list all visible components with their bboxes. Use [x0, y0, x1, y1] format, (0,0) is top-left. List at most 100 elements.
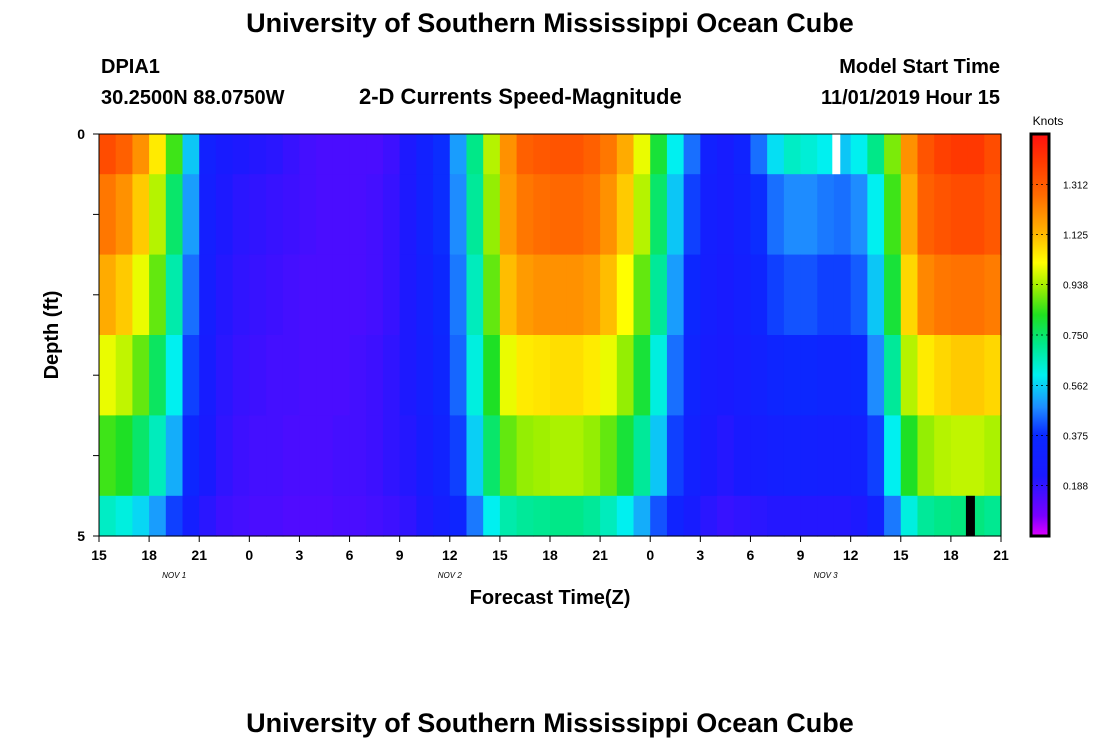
heatmap-cell — [182, 254, 200, 336]
heatmap-cell — [850, 134, 868, 175]
heatmap-cell — [666, 254, 685, 336]
model-start-label: Model Start Time — [839, 56, 1000, 78]
heatmap-cell — [299, 495, 317, 537]
heatmap-cell — [600, 254, 618, 336]
heatmap-cell — [817, 495, 835, 537]
heatmap-cell — [349, 254, 367, 336]
heatmap-cell — [332, 134, 351, 175]
heatmap-cell — [767, 254, 785, 336]
heatmap-cell — [282, 134, 301, 175]
colorbar-tick-label: 0.562 — [1063, 381, 1088, 392]
heatmap-cell — [282, 174, 301, 256]
heatmap-cell — [249, 134, 267, 175]
heatmap-cell — [700, 495, 718, 537]
heatmap-cell — [516, 495, 534, 537]
heatmap-cell — [750, 335, 768, 416]
heatmap-cells — [99, 134, 1002, 537]
heatmap-cell — [115, 335, 133, 416]
heatmap-cell — [717, 174, 735, 256]
x-tick-label: 6 — [747, 547, 755, 563]
heatmap-cell — [249, 415, 267, 497]
heatmap-cell — [499, 174, 518, 256]
heatmap-cell — [99, 335, 117, 416]
heatmap-cell — [833, 174, 852, 256]
heatmap-cell — [366, 495, 384, 537]
x-tick-label: 6 — [346, 547, 354, 563]
heatmap-cell — [399, 335, 417, 416]
heatmap-cell — [132, 174, 150, 256]
heatmap-cell — [199, 254, 217, 336]
heatmap-cell — [884, 134, 902, 175]
heatmap-cell — [382, 335, 401, 416]
heatmap-cell — [850, 254, 868, 336]
heatmap-cell — [934, 495, 952, 537]
x-tick-label: 18 — [542, 547, 558, 563]
heatmap-cell — [449, 335, 468, 416]
heatmap-cell — [717, 335, 735, 416]
heatmap-cell — [232, 254, 250, 336]
x-tick-label: 21 — [191, 547, 207, 563]
heatmap-cell — [600, 495, 618, 537]
heatmap-cell — [249, 174, 267, 256]
heatmap-cell — [733, 174, 752, 256]
heatmap-cell — [900, 134, 919, 175]
heatmap-cell — [115, 174, 133, 256]
heatmap-cell — [516, 174, 534, 256]
heatmap-cell — [332, 335, 351, 416]
heatmap-cell — [165, 495, 184, 537]
heatmap-cell — [282, 335, 301, 416]
heatmap-cell — [533, 174, 551, 256]
y-axis: 05 — [77, 126, 99, 544]
heatmap-cell — [332, 415, 351, 497]
heatmap-cell — [867, 335, 885, 416]
heatmap-cell — [282, 415, 301, 497]
heatmap-cell — [817, 415, 835, 497]
heatmap-cell — [316, 495, 334, 537]
heatmap-cell — [433, 254, 451, 336]
heatmap-cell — [149, 335, 167, 416]
date-label: NOV 3 — [814, 571, 839, 580]
heatmap-cell — [616, 134, 635, 175]
heatmap-cell — [349, 495, 367, 537]
heatmap-cell — [833, 254, 852, 336]
x-tick-label: 0 — [646, 547, 654, 563]
heatmap-cell — [967, 174, 985, 256]
heatmap-cell — [266, 174, 284, 256]
heatmap-cell — [700, 254, 718, 336]
heatmap-cell — [733, 335, 752, 416]
heatmap-cell — [399, 174, 417, 256]
heatmap-cell — [132, 134, 150, 175]
heatmap-cell — [533, 134, 551, 175]
heatmap-cell — [666, 495, 685, 537]
heatmap-cell — [767, 495, 785, 537]
heatmap-cell — [950, 134, 969, 175]
heatmap-cell — [750, 415, 768, 497]
y-axis-label: Depth (ft) — [41, 291, 63, 380]
heatmap-cell — [633, 254, 651, 336]
heatmap-cell — [917, 134, 935, 175]
heatmap-cell — [817, 174, 835, 256]
heatmap-cell — [616, 415, 635, 497]
heatmap-cell — [666, 335, 685, 416]
heatmap-cell — [533, 335, 551, 416]
heatmap-cell — [633, 415, 651, 497]
heatmap-cell — [817, 254, 835, 336]
heatmap-cell — [800, 254, 818, 336]
heatmap-cell — [466, 335, 484, 416]
heatmap-cell — [332, 495, 351, 537]
heatmap-cell — [934, 254, 952, 336]
heatmap-cell — [917, 415, 935, 497]
heatmap-cell — [783, 174, 802, 256]
heatmap-cell — [967, 254, 985, 336]
x-tick-label: 21 — [592, 547, 608, 563]
heatmap-cell — [683, 254, 701, 336]
heatmap-cell — [416, 134, 434, 175]
heatmap-cell — [399, 134, 417, 175]
heatmap-cell — [767, 134, 785, 175]
heatmap-cell — [700, 415, 718, 497]
heatmap-cell — [934, 415, 952, 497]
x-tick-label: 0 — [245, 547, 253, 563]
heatmap-cell — [132, 495, 150, 537]
x-tick-label: 9 — [797, 547, 805, 563]
heatmap-cell — [516, 134, 534, 175]
